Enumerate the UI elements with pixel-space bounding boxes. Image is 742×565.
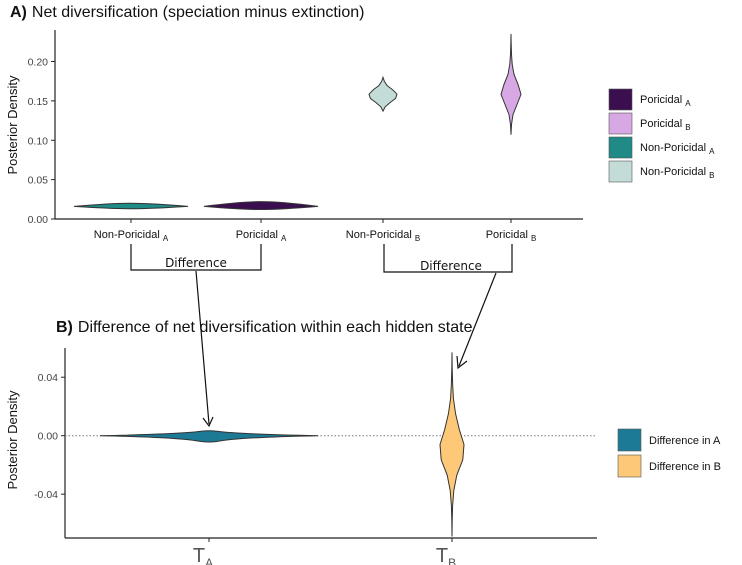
difference-connectors: Difference Difference (130, 244, 513, 428)
panel-b-y-tick-label: -0.04 (34, 489, 58, 501)
legend-label: Difference in A (649, 435, 721, 447)
panel-a-y-tick-label: 0.20 (28, 57, 49, 69)
legend-label: Difference in B (649, 461, 721, 473)
panel-a-title: A) Net diversification (speciation minus … (10, 4, 364, 21)
panel-a-y-tick-label: 0.00 (28, 214, 49, 226)
legend-label: Poricidal B (640, 118, 691, 132)
panel-a-y-tick-label: 0.10 (28, 135, 49, 147)
difference-bracket-b (383, 244, 513, 273)
panel-b-y-label: Posterior Density (5, 390, 20, 489)
arrowhead-b (456, 355, 468, 370)
panel-a-y-label: Posterior Density (5, 75, 20, 174)
panel-b-y-tick-label: 0.04 (38, 372, 59, 384)
arrow-to-difference-b (458, 272, 497, 367)
panel-a-x-tick-label: Poricidal A (236, 229, 287, 243)
legend-swatch (608, 88, 633, 111)
panel-a-title-prefix: A) (10, 4, 27, 21)
difference-label-a: Difference (165, 256, 227, 270)
legend-swatch (617, 454, 642, 478)
legend-swatch (617, 428, 642, 452)
panel-b-title-text: Difference of net diversification within… (78, 319, 473, 336)
violin-mark (439, 352, 465, 537)
panel-a-y-tick-label: 0.15 (28, 96, 49, 108)
legend-label: Non-Poricidal A (640, 142, 715, 156)
violin-mark (99, 430, 319, 443)
panel-b-x-tick-label: TA (193, 545, 213, 565)
violin-mark (73, 202, 189, 210)
arrowhead-a (202, 416, 214, 428)
legend-swatch (608, 160, 633, 183)
violin-mark (368, 75, 398, 113)
panel-b-title-prefix: B) (56, 319, 73, 336)
panel-a-x-tick-label: Poricidal B (486, 229, 537, 243)
difference-bracket-a (130, 244, 262, 271)
panel-b-y-tick-label: 0.00 (38, 431, 59, 443)
panel-b-x-tick-label: TB (436, 545, 456, 565)
legend-label: Non-Poricidal B (640, 166, 714, 180)
arrow-to-difference-a (195, 270, 210, 425)
panel-b-legend: Difference in A Difference in B (617, 428, 721, 478)
difference-label-b: Difference (420, 259, 482, 273)
panel-b-title: B) Difference of net diversification with… (56, 319, 473, 336)
panel-a-x-tick-label: Non-Poricidal B (346, 229, 420, 243)
panel-a-x-tick-label: Non-Poricidal A (94, 229, 169, 243)
legend-swatch (608, 112, 633, 135)
legend-label: Poricidal A (640, 94, 691, 108)
panel-a-title-text: Net diversification (speciation minus ex… (32, 4, 365, 21)
panel-a-y-tick-label: 0.05 (28, 175, 49, 187)
legend-swatch (608, 136, 633, 159)
violin-mark (203, 201, 319, 211)
panel-a-legend: Poricidal A Poricidal B Non-Poricidal A Non… (608, 88, 715, 183)
violin-mark (500, 33, 522, 135)
